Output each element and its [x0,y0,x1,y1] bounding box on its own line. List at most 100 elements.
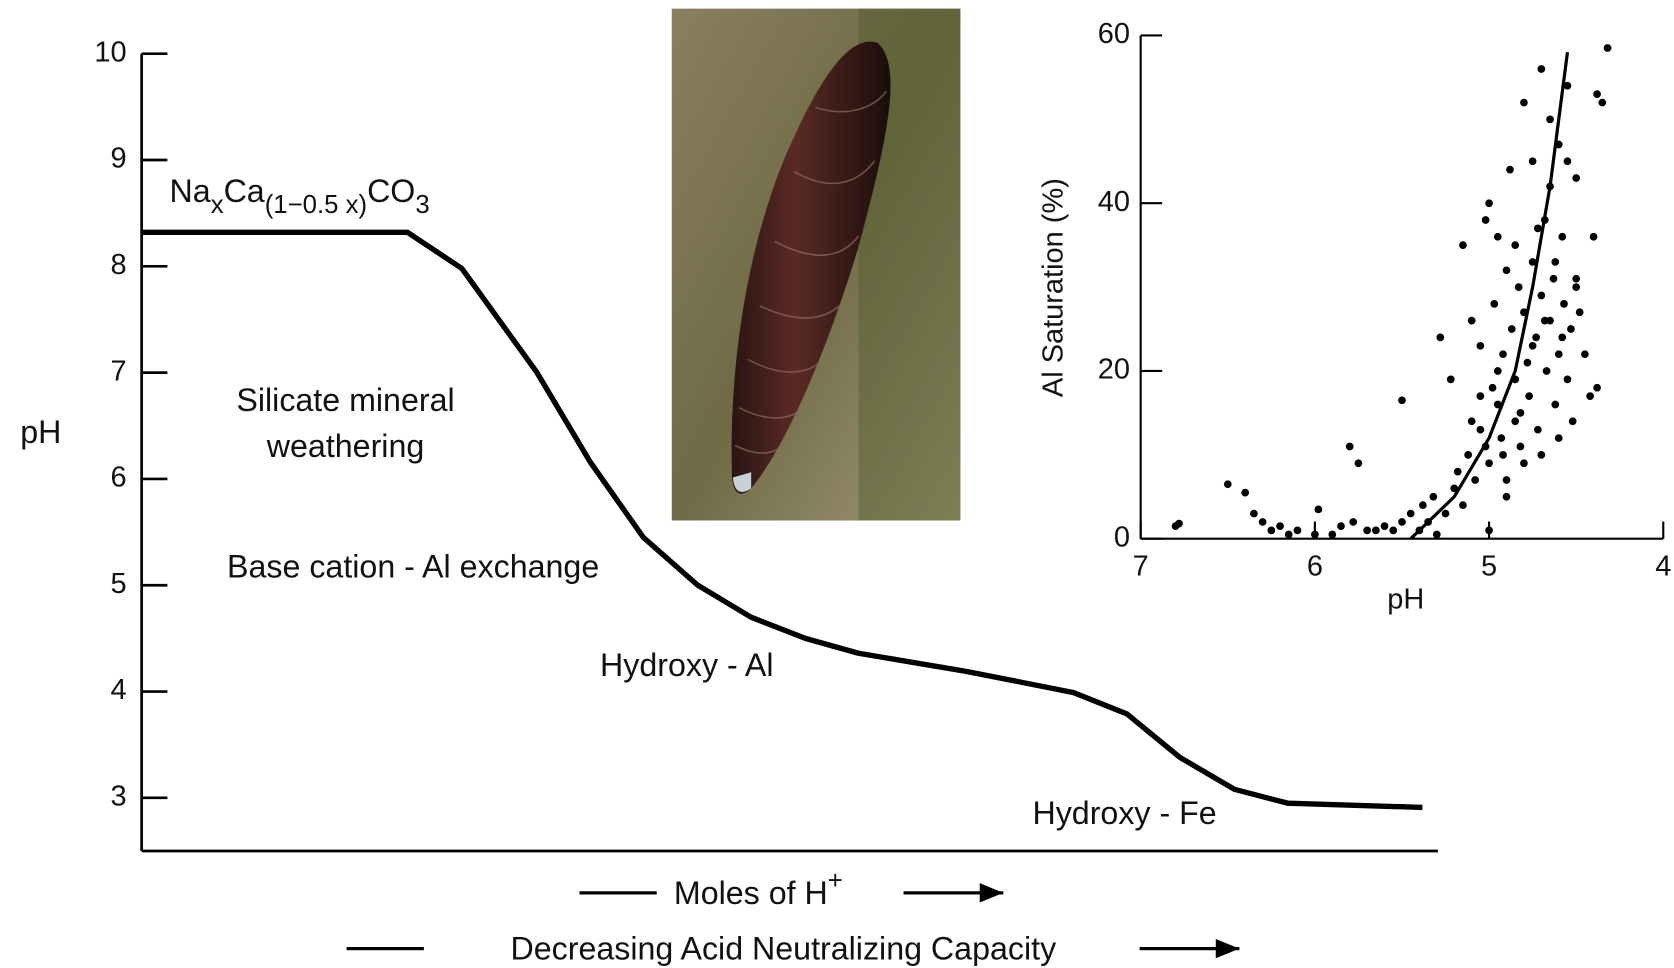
scatter-point [1511,417,1520,426]
scatter-point [1499,450,1507,459]
x-tick-label: 4 [1655,550,1671,582]
scatter-point [1175,519,1183,528]
fit-line [1409,52,1570,540]
scatter-point [1507,325,1516,333]
scatter-point [1502,492,1511,501]
snail-photo [671,8,961,521]
scatter-point [1380,522,1389,531]
scatter-point [1506,165,1514,174]
scatter-point [1485,459,1493,468]
x-label-sup: + [828,867,843,895]
scatter-point [1398,518,1406,526]
scatter-point [1389,526,1398,535]
scatter-point [1459,501,1467,510]
scatter-point [1586,392,1594,400]
scatter-point [1572,174,1581,182]
scatter-point [1453,467,1462,476]
formula-part: Ca [224,173,265,209]
scatter-point [1593,383,1601,392]
scatter-point [1589,232,1598,241]
scatter-point [1314,505,1323,514]
scatter-point [1528,258,1537,266]
scatter-point [1371,526,1380,535]
al-saturation-chart: 0 20 40 60 7 6 5 4 pH Al Saturation (%) [1037,18,1671,616]
formula-part: CO [367,173,415,209]
scatter-point [1276,522,1284,531]
scatter-point [1520,459,1528,468]
scatter-point [1284,530,1293,539]
scatter-point [1567,325,1575,333]
scatter-point [1603,44,1612,52]
scatter-point [1337,522,1345,531]
y-tick-label: 60 [1098,18,1130,50]
scatter-point [1223,480,1232,489]
scatter-point [1267,526,1276,535]
y-tick-label: 6 [110,462,126,494]
scatter-point [1572,274,1581,283]
scatter-point [1563,375,1572,384]
scatter-point [1464,450,1473,459]
scatter-point [1476,392,1485,400]
scatter-point [1523,358,1532,367]
scatter-point [1250,509,1258,518]
y-tick-label: 9 [110,143,126,175]
scatter-point [1485,526,1493,535]
y-tick-label: 8 [110,249,126,281]
scatter-point [1467,417,1476,426]
scatter-point [1532,333,1540,342]
scatter-point [1516,442,1525,451]
scatter-point [1432,530,1441,539]
scatter-point [1476,425,1485,434]
scatter-point [1572,283,1581,291]
scatter-point [1446,375,1455,384]
scatter-point [1560,300,1568,308]
scatter-point [1511,241,1520,250]
scatter-point [1493,367,1502,375]
y-axis-label: pH [20,414,61,450]
formula-part: (1−0.5 x) [265,191,367,219]
x-axis-label: Moles of H+ [674,867,843,911]
scatter-point [1459,241,1467,250]
scatter-point [1540,316,1549,325]
scatter-point [1311,530,1319,539]
scatter-point [1549,274,1558,283]
y-tick-label: 3 [110,780,126,812]
scatter-point [1554,350,1563,359]
scatter-point [1349,518,1358,526]
y-tick-label: 20 [1098,354,1130,386]
scatter-point [1429,492,1438,501]
scatter-point [1514,283,1523,291]
annotation: weathering [266,428,424,464]
x-label-text: Moles of H [674,874,828,910]
scatter-point [1528,341,1537,350]
scatter-point [1598,98,1607,107]
scatter-point [1499,350,1507,359]
ph-curve [141,229,1423,811]
scatter-point [1568,417,1577,426]
formula-part: Na [170,173,211,209]
scatter-point [1593,90,1601,99]
scatter-point [1537,450,1546,459]
scatter-point [1481,216,1490,224]
scatter-point [1533,425,1542,434]
annotation: Hydroxy - Al [600,647,774,683]
scatter-point [1406,509,1415,518]
scatter-point [1441,509,1450,518]
x-tick-label: 5 [1481,550,1497,582]
scatter-point [1551,400,1560,409]
scatter-point [1558,232,1567,241]
scatter-point [1516,409,1525,417]
scatter-point [1450,484,1459,493]
y-tick-label: 40 [1098,186,1130,218]
y-tick-label: 7 [110,355,126,387]
scatter-point [1398,396,1406,405]
scatter-point [1563,81,1572,90]
scatter-point [1563,157,1572,166]
scatter-point [1502,266,1511,275]
annotation: Base cation - Al exchange [227,548,599,584]
scatter-point [1293,526,1302,535]
scatter-point [1520,98,1528,107]
scatter-point [1258,518,1267,526]
scatter-point [1488,383,1497,392]
